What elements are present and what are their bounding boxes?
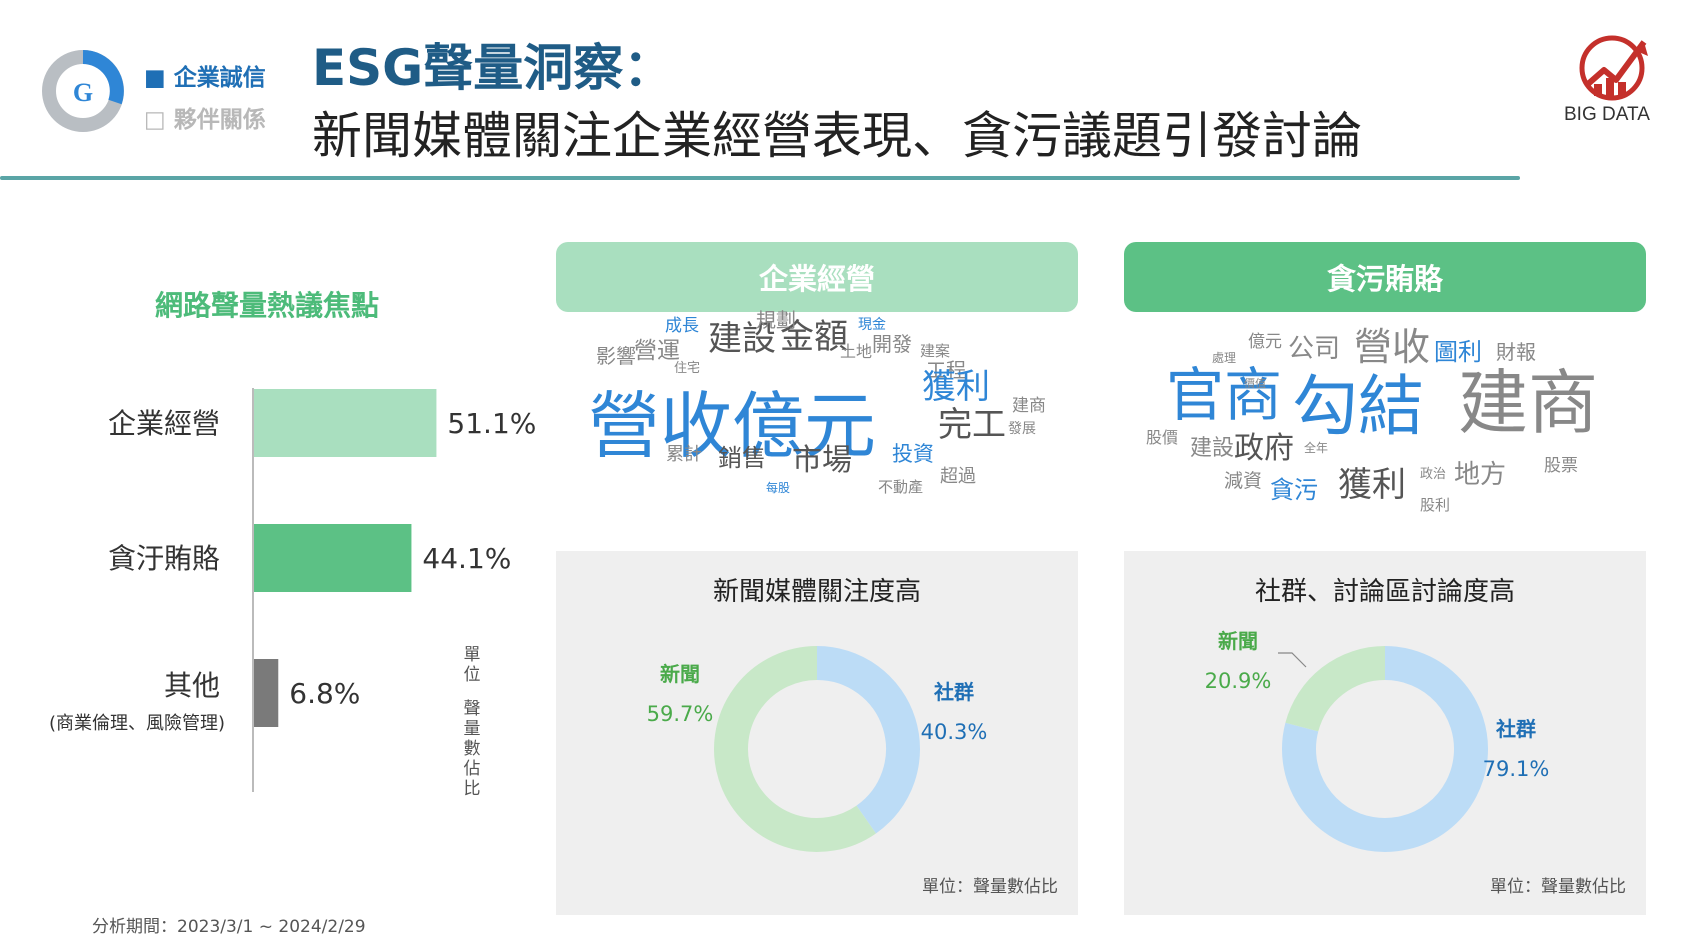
bar (254, 389, 437, 457)
cloud-word: 股票 (1544, 456, 1578, 476)
unit-char: 佔 (464, 759, 481, 779)
cloud-word: 發展 (1008, 421, 1036, 437)
bar-category-label: 貪汙賄賂 (108, 542, 220, 575)
cloud-word: 成長 (665, 316, 699, 336)
slice-value-label: 59.7% (647, 702, 714, 726)
cloud-word: 價值 (1244, 377, 1266, 390)
slice-value-label: 40.3% (921, 720, 988, 744)
slice-name-label: 新聞 (1218, 629, 1258, 653)
donut-chart: 新聞 20.9% 社群 79.1% (1205, 629, 1550, 852)
cloud-word: 每股 (766, 481, 791, 495)
cloud-word: 現金 (858, 317, 886, 333)
panel-title: 社群、討論區討論度高 (1254, 577, 1515, 607)
donut-slice (816, 646, 920, 834)
slice-value-label: 79.1% (1483, 757, 1550, 781)
cloud-word: 投資 (892, 442, 934, 466)
cloud-word: 處理 (1212, 351, 1237, 365)
header-divider (0, 176, 1520, 180)
bigdata-logo-icon (1579, 35, 1648, 101)
unit-char: 量 (464, 719, 481, 739)
donut-slice (1282, 646, 1488, 852)
unit-char: 比 (464, 779, 481, 799)
cloud-word: 土地 (840, 342, 873, 361)
word-cloud-business: 營收億元 建設 金額 規劃 成長 現金營運 影響住宅 土地 開發 建案 工程 獲利 完工 建商發展累計 銷售… (556, 310, 1078, 528)
cloud-word: 獲利 (1338, 465, 1406, 505)
cloud-word: 獲利 (922, 367, 990, 407)
page-title: ESG聲量洞察： (312, 39, 674, 97)
cloud-word: 財報 (1496, 340, 1536, 364)
cloud-word: 金額 (780, 317, 848, 357)
cloud-word: 建設 (708, 319, 776, 359)
cloud-word: 住宅 (674, 361, 701, 376)
cloud-word: 勾結 (1292, 368, 1424, 445)
bar-category-note: (商業倫理、風險管理) (49, 713, 225, 734)
cloud-word: 開發 (872, 332, 912, 356)
topic-header-business: 企業經營 (556, 242, 1078, 312)
unit-note: 單位：聲量數佔比 (922, 877, 1058, 897)
cloud-word: 超過 (940, 466, 976, 487)
donut-slice (1285, 646, 1386, 733)
bar-category-label: 其他 (164, 669, 220, 702)
donut-panel-news: 新聞媒體關注度高 新聞 59.7% 社群 40.3% 單位：聲量數佔比 (556, 551, 1078, 915)
cloud-word: 股價 (1146, 428, 1179, 447)
bar-value-label: 6.8% (289, 677, 360, 710)
cloud-word: 市場 (792, 443, 852, 478)
cloud-word: 影響 (596, 344, 636, 368)
unit-char: 聲 (464, 699, 481, 719)
cloud-word: 貪污 (1270, 476, 1318, 504)
bar (254, 659, 279, 727)
tag-integrity: ■ 企業誠信 (144, 65, 266, 91)
donut-slice (714, 646, 876, 852)
unit-char: 位 (464, 665, 481, 685)
cloud-word: 政府 (1234, 431, 1294, 466)
bar-value-label: 51.1% (447, 407, 536, 440)
word-cloud-corruption: 官商 勾結 建商 公司 營收 圖利 財報 億元 處理 價值股價 建設 政府 全年減資 貪污 獲利 政治 地方 股票… (1124, 318, 1646, 528)
cloud-word: 政治 (1420, 467, 1447, 482)
cloud-word: 官商 (1166, 361, 1283, 429)
topic-header-corruption: 貪污賄賂 (1124, 242, 1646, 312)
leader-line (1278, 652, 1307, 668)
brand-text: BIG DATA (1564, 104, 1650, 125)
analysis-period: 分析期間：2023/3/1 ~ 2024/2/29 (92, 917, 366, 937)
cloud-word: 完工 (938, 405, 1006, 445)
cloud-word: 不動產 (878, 478, 924, 496)
cloud-word: 建案 (920, 342, 951, 360)
cloud-word: 建商 (1458, 362, 1598, 444)
donut-chart: 新聞 59.7% 社群 40.3% (647, 646, 988, 852)
cloud-word: 圖利 (1434, 338, 1482, 366)
cloud-word: 營收 (1354, 325, 1431, 369)
cloud-word: 規劃 (756, 308, 796, 332)
tag-partnership: □ 夥伴關係 (144, 107, 266, 133)
unit-note: 單位：聲量數佔比 (1490, 877, 1626, 897)
cloud-word: 工程 (926, 358, 966, 382)
slice-name-label: 社群 (933, 680, 974, 704)
donut-panel-social: 社群、討論區討論度高 新聞 20.9% 社群 79.1% 單位：聲量數佔比 (1124, 551, 1646, 915)
slice-name-label: 新聞 (660, 662, 700, 686)
panel-title: 新聞媒體關注度高 (712, 577, 921, 607)
unit-char: 單 (464, 645, 481, 665)
cloud-word: 營運 (634, 338, 680, 364)
bar (254, 524, 412, 592)
cloud-word: 建商 (1012, 396, 1046, 416)
slice-value-label: 20.9% (1205, 669, 1272, 693)
unit-char: 數 (464, 739, 481, 759)
bar-category-label: 企業經營 (108, 407, 220, 440)
slice-name-label: 社群 (1495, 717, 1536, 741)
cloud-word: 全年 (1304, 441, 1329, 455)
cloud-word: 地方 (1454, 460, 1507, 490)
cloud-word: 銷售 (718, 444, 766, 472)
g-badge-logo: G (42, 50, 124, 132)
page-subtitle: 新聞媒體關注企業經營表現、貪污議題引發討論 (312, 107, 1362, 165)
cloud-word: 建設 (1190, 436, 1235, 461)
bar-chart: 51.1% 企業經營 44.1% 貪汙賄賂 6.8% 其他 (商業倫理、風險管理) 單位聲量數… (49, 388, 536, 799)
cloud-word: 減資 (1224, 470, 1263, 492)
cloud-word: 億元 (1248, 332, 1282, 352)
cloud-word: 股利 (1420, 496, 1451, 514)
cloud-word: 公司 (1288, 334, 1341, 364)
bar-value-label: 44.1% (422, 542, 511, 575)
bar-chart-title: 網路聲量熱議焦點 (155, 289, 380, 322)
cloud-word: 營收億元 (588, 384, 877, 468)
cloud-word: 累計 (666, 444, 702, 465)
badge-letter: G (73, 78, 93, 107)
